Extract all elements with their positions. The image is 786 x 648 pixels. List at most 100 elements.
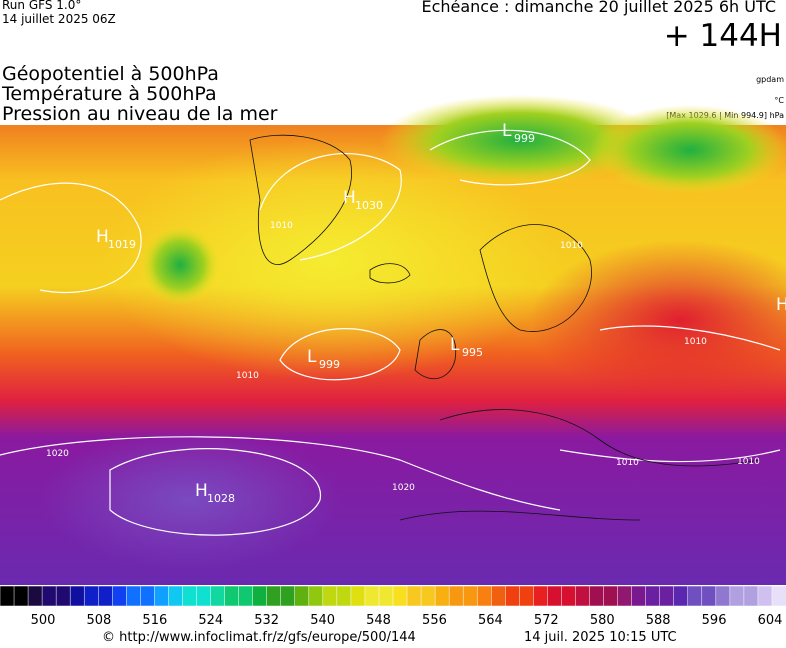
- color-swatch: [266, 585, 282, 607]
- color-swatch: [687, 585, 703, 607]
- color-swatch: [701, 585, 717, 607]
- color-swatch: [41, 585, 57, 607]
- color-swatch: [280, 585, 296, 607]
- forecast: Echéance : dimanche 20 juillet 2025 6h U…: [421, 0, 776, 16]
- pressure-value: 999: [514, 132, 535, 145]
- title: Pression au niveau de la mer: [2, 103, 278, 125]
- color-swatch: [434, 585, 450, 607]
- color-swatch: [336, 585, 352, 607]
- color-swatch: [238, 585, 254, 607]
- color-swatch: [505, 585, 521, 607]
- color-swatch: [126, 585, 142, 607]
- color-swatch: [224, 585, 240, 607]
- colorbar-tick-label: 556: [422, 613, 447, 628]
- color-swatch: [519, 585, 535, 607]
- color-swatch: [55, 585, 71, 607]
- color-swatch: [182, 585, 198, 607]
- color-swatch: [322, 585, 338, 607]
- color-swatch: [743, 585, 759, 607]
- isobar-label: 1010: [236, 371, 259, 381]
- color-swatch: [547, 585, 563, 607]
- color-swatch: [561, 585, 577, 607]
- pressure-value: 995: [462, 346, 483, 359]
- color-swatch: [589, 585, 605, 607]
- isobar-label: 1010: [684, 337, 707, 347]
- colorbar-tick-label: 524: [198, 613, 223, 628]
- run: Run GFS 1.0°: [2, 0, 82, 12]
- pressure-center: H: [343, 188, 356, 208]
- colorbar-tick-label: 596: [702, 613, 727, 628]
- color-swatch: [378, 585, 394, 607]
- pressure-value: 1019: [108, 238, 136, 251]
- color-swatch: [659, 585, 675, 607]
- colorbar-tick-label: 540: [310, 613, 335, 628]
- color-swatch: [715, 585, 731, 607]
- color-swatch: [729, 585, 745, 607]
- pressure-center: L: [307, 347, 317, 367]
- color-swatch: [364, 585, 380, 607]
- pressure-center: L: [450, 335, 460, 355]
- isobar-label: 1020: [392, 483, 415, 493]
- color-swatch: [603, 585, 619, 607]
- color-swatch: [406, 585, 422, 607]
- color-swatch: [392, 585, 408, 607]
- colorbar-tick-label: 508: [87, 613, 112, 628]
- color-swatch: [533, 585, 549, 607]
- color-swatch: [69, 585, 85, 607]
- color-swatch: [140, 585, 156, 607]
- color-swatch: [757, 585, 773, 607]
- unit: °C: [774, 96, 784, 105]
- colorbar-tick-label: 564: [478, 613, 503, 628]
- colorbar-tick-label: 580: [590, 613, 615, 628]
- colorbar-tick-label: 500: [31, 613, 56, 628]
- unit: gpdam: [756, 75, 784, 84]
- color-swatch: [154, 585, 170, 607]
- color-swatch: [98, 585, 114, 607]
- color-swatch: [210, 585, 226, 607]
- pressure-center: L: [502, 121, 512, 141]
- colorbar-tick-label: 572: [534, 613, 559, 628]
- timestamp: 14 juil. 2025 10:15 UTC: [524, 630, 677, 645]
- colorbar-tick-label: 604: [758, 613, 783, 628]
- pressure-center: H: [195, 481, 208, 501]
- color-swatch: [196, 585, 212, 607]
- color-swatch: [294, 585, 310, 607]
- color-swatch: [645, 585, 661, 607]
- color-swatch: [13, 585, 29, 607]
- title: Géopotentiel à 500hPa: [2, 63, 219, 85]
- color-swatch: [631, 585, 647, 607]
- color-swatch: [617, 585, 633, 607]
- color-swatch: [491, 585, 507, 607]
- color-swatch: [575, 585, 591, 607]
- isobar-label: 1010: [737, 457, 760, 467]
- color-swatch: [771, 585, 786, 607]
- title: Température à 500hPa: [2, 83, 217, 105]
- color-swatch: [420, 585, 436, 607]
- color-swatch: [83, 585, 100, 607]
- colorbar-tick-label: 516: [142, 613, 167, 628]
- pressure-value: 1028: [207, 492, 235, 505]
- color-swatch: [462, 585, 478, 607]
- isobar-label: 1020: [46, 449, 69, 459]
- colorbar-tick-label: 588: [646, 613, 671, 628]
- source-url: © http://www.infoclimat.fr/z/gfs/europe/…: [102, 630, 416, 645]
- pressure-value: 999: [319, 358, 340, 371]
- isobar-label: 1010: [270, 221, 293, 231]
- color-swatch: [27, 585, 43, 607]
- pressure-center: H: [776, 295, 786, 315]
- color-swatch: [0, 585, 15, 607]
- run-date: 14 juillet 2025 06Z: [2, 12, 116, 26]
- color-swatch: [168, 585, 184, 607]
- colorbar-tick-label: 532: [254, 613, 279, 628]
- color-swatch: [476, 585, 493, 607]
- color-swatch: [673, 585, 689, 607]
- color-swatch: [448, 585, 464, 607]
- pressure-center: H: [96, 227, 109, 247]
- color-swatch: [252, 585, 268, 607]
- isobar-label: 1010: [560, 241, 583, 251]
- isobar-label: 1010: [616, 458, 639, 468]
- color-swatch: [350, 585, 366, 607]
- color-swatch: [308, 585, 324, 607]
